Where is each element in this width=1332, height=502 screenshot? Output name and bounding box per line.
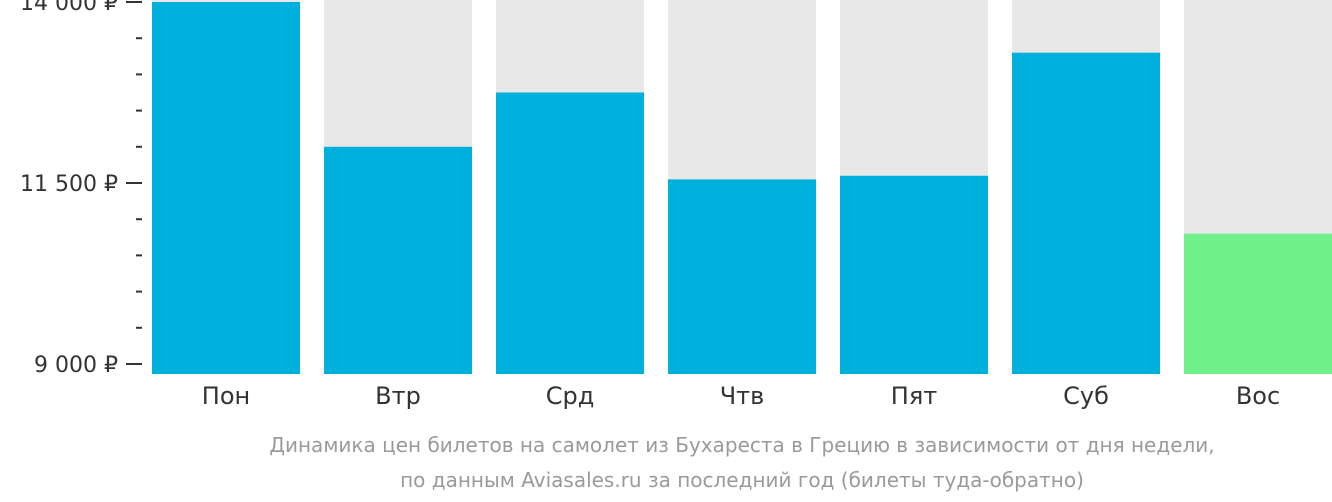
x-axis-labels: Пон Втр Срд Чтв Пят Суб Вос xyxy=(202,382,1280,410)
bar-Втр xyxy=(324,146,472,374)
bar-Чтв xyxy=(668,179,816,374)
bar-Суб xyxy=(1012,52,1160,375)
bar-Пон xyxy=(152,2,300,374)
x-tick-label: Вос xyxy=(1236,382,1280,410)
x-tick-label: Втр xyxy=(375,382,421,410)
y-axis: 14 000 ₽ 11 500 ₽ 9 000 ₽ xyxy=(20,0,142,378)
bar-Срд xyxy=(496,92,644,374)
x-tick-label: Пят xyxy=(891,382,937,410)
y-tick-label: 11 500 ₽ xyxy=(20,172,118,197)
x-tick-label: Срд xyxy=(546,382,595,410)
y-tick-label: 9 000 ₽ xyxy=(34,353,118,378)
x-tick-label: Чтв xyxy=(720,382,765,410)
chart-caption-line-2: по данным Aviasales.ru за последний год … xyxy=(400,468,1084,492)
bar-Пят xyxy=(840,175,988,374)
x-tick-label: Суб xyxy=(1063,382,1109,410)
x-tick-label: Пон xyxy=(202,382,250,410)
price-by-weekday-chart: 14 000 ₽ 11 500 ₽ 9 000 ₽ Пон Втр Срд Чтв Пят С… xyxy=(20,0,1332,410)
chart-caption-line-1: Динамика цен билетов на самолет из Бухар… xyxy=(269,433,1215,457)
y-tick-label: 14 000 ₽ xyxy=(20,0,118,16)
bar-Вос xyxy=(1184,233,1332,374)
bars xyxy=(152,2,1332,375)
